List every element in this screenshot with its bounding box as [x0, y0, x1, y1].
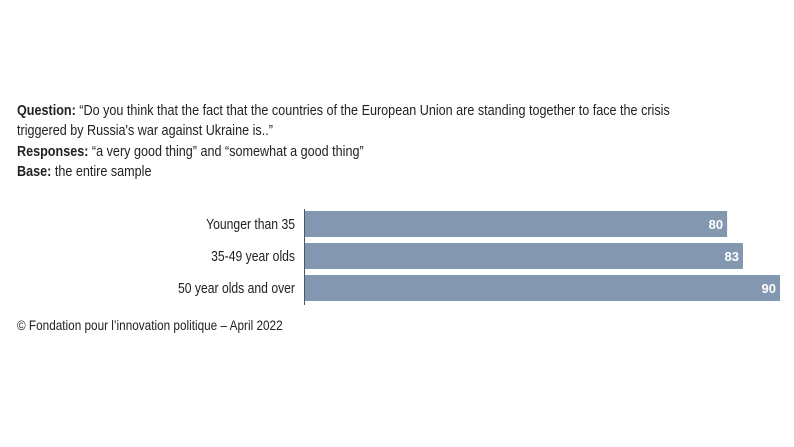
- question-line-1: Question: “Do you think that the fact th…: [17, 101, 670, 121]
- question-text: “Do you think that the fact that the cou…: [79, 102, 670, 119]
- base-text: the entire sample: [54, 163, 152, 180]
- bar: [304, 243, 743, 269]
- bar-chart: Younger than 35 80 35-49 year olds 83 50 yea…: [178, 209, 780, 305]
- responses-line: Responses: “a very good thing” and “some…: [17, 142, 364, 162]
- question-line-2: triggered by Russia's war against Ukrain…: [17, 122, 273, 139]
- category-label: 50 year olds and over: [178, 280, 295, 296]
- category-label: 35-49 year olds: [211, 248, 295, 264]
- bar: [304, 275, 780, 301]
- base-label: Base:: [17, 163, 52, 180]
- value-label: 90: [762, 281, 776, 296]
- bar: [304, 211, 728, 237]
- responses-text: “a very good thing” and “somewhat a good…: [91, 143, 364, 160]
- responses-label: Responses:: [17, 143, 89, 160]
- category-label: Younger than 35: [206, 216, 295, 232]
- value-label: 83: [725, 249, 739, 264]
- value-label: 80: [709, 217, 723, 232]
- question-label: Question:: [17, 102, 76, 119]
- source-footer: © Fondation pour l’innovation politique …: [17, 317, 283, 333]
- base-line: Base: the entire sample: [17, 162, 151, 182]
